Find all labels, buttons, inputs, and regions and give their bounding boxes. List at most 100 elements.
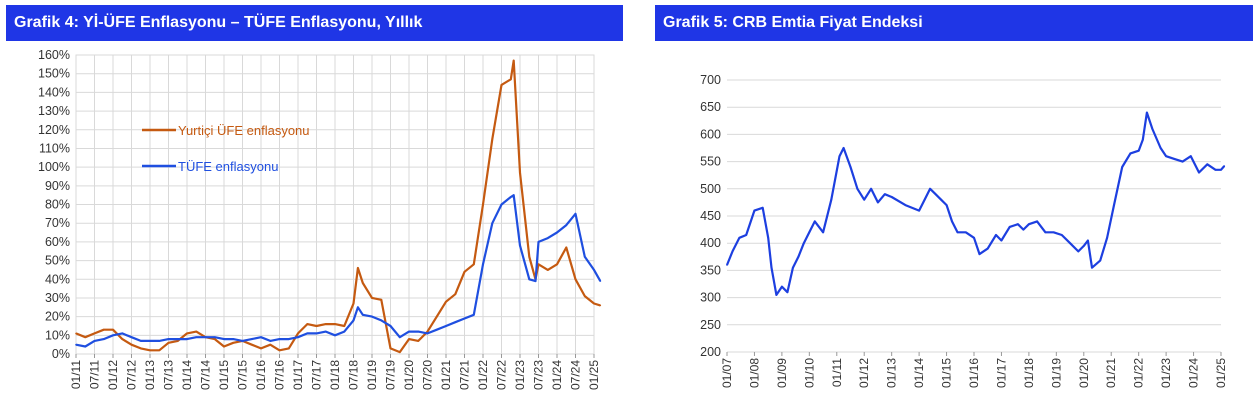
data-point (204, 336, 207, 339)
x-tick-label: 01/13 (885, 358, 899, 388)
data-point (1091, 266, 1093, 269)
data-point (1181, 160, 1184, 163)
crb-chart-svg: 200 250 300 350 400 450 500 550 600 650 700 01/07 01… (700, 73, 1228, 388)
x-tick-label: 01/23 (513, 360, 527, 390)
data-point (534, 280, 537, 282)
data-point (918, 209, 920, 212)
data-point (445, 325, 447, 327)
data-point (436, 315, 438, 318)
data-point (929, 188, 931, 190)
x-tick-label: 01/14 (912, 358, 926, 388)
data-point (870, 188, 872, 190)
x-tick-label: 01/25 (587, 360, 601, 390)
x-tick-label: 07/24 (569, 360, 583, 390)
data-point (890, 196, 893, 198)
x-tick-label: 01/25 (1214, 358, 1228, 388)
data-point (251, 343, 253, 346)
data-point (803, 242, 805, 244)
data-point (389, 325, 392, 327)
x-tick-label: 01/18 (1022, 358, 1036, 388)
data-point (473, 314, 475, 316)
data-point (130, 343, 133, 346)
x-tick-label: 07/19 (384, 360, 398, 390)
data-point (186, 338, 188, 340)
data-point (380, 299, 383, 301)
data-point (1151, 128, 1154, 130)
data-point (352, 319, 355, 322)
x-tick-label: 01/23 (1159, 358, 1173, 388)
data-point (537, 263, 540, 266)
x-tick-label: 01/21 (439, 360, 453, 390)
data-point (500, 84, 503, 86)
x-tick-label: 01/11 (69, 360, 83, 389)
data-point (770, 266, 773, 269)
data-point (1000, 239, 1003, 242)
x-tick-label: 01/24 (550, 360, 564, 390)
data-point (599, 280, 602, 282)
data-point (232, 342, 235, 344)
data-point (830, 198, 833, 201)
data-point (565, 224, 568, 226)
x-tick-label: 07/22 (495, 360, 509, 390)
x-tick-label: 01/20 (1077, 358, 1091, 388)
data-point (241, 340, 244, 342)
x-tick-label: 01/21 (1104, 358, 1118, 388)
data-point (482, 263, 484, 266)
data-point (510, 78, 512, 81)
y-tick-label: 80% (45, 198, 70, 212)
y-tick-label: 0% (52, 347, 70, 361)
data-point (325, 330, 327, 333)
data-point (884, 193, 886, 195)
data-point (753, 209, 756, 212)
data-point (500, 203, 503, 206)
data-point (223, 338, 225, 340)
x-tick-label: 01/19 (365, 360, 379, 390)
data-point (306, 332, 309, 335)
data-point (775, 294, 778, 296)
y-tick-label: 700 (700, 73, 721, 87)
data-point (306, 323, 309, 325)
data-point (195, 330, 198, 333)
data-point (761, 207, 764, 209)
data-point (278, 338, 281, 340)
data-point (121, 338, 124, 340)
x-tick-label: 01/12 (106, 360, 120, 390)
x-tick-label: 01/17 (994, 358, 1008, 388)
data-point (537, 241, 540, 243)
data-point (556, 231, 558, 234)
data-point (786, 291, 789, 294)
x-tick-label: 01/22 (1132, 358, 1146, 388)
y-tick-label: 550 (700, 155, 721, 169)
data-point (186, 332, 188, 335)
data-point (965, 231, 967, 234)
y-tick-label: 500 (700, 182, 721, 196)
data-point (1099, 259, 1101, 262)
x-tick-label: 01/17 (291, 360, 305, 390)
data-point (408, 330, 410, 333)
x-tick-label: 01/14 (180, 360, 194, 390)
data-point (1137, 149, 1140, 152)
data-point (547, 237, 549, 239)
x-tick-label: 01/18 (328, 360, 342, 390)
data-point (260, 347, 262, 350)
x-tick-label: 01/15 (217, 360, 231, 390)
data-point (362, 282, 364, 284)
x-tick-label: 01/09 (775, 358, 789, 388)
data-point (1142, 139, 1144, 141)
data-point (1017, 223, 1019, 225)
data-point (84, 336, 87, 339)
x-tick-label: 07/14 (199, 360, 213, 390)
data-point (158, 349, 161, 352)
x-tick-label: 01/08 (747, 358, 761, 388)
x-tick-label: 01/11 (830, 358, 844, 387)
y-tick-label: 70% (45, 216, 70, 230)
data-point (325, 323, 327, 325)
data-point (93, 332, 96, 335)
data-point (1083, 245, 1085, 247)
data-point (956, 231, 959, 234)
y-tick-label: 600 (700, 127, 721, 141)
y-tick-label: 400 (700, 236, 721, 250)
data-point (426, 330, 429, 333)
data-point (986, 247, 989, 250)
data-point (1022, 228, 1025, 231)
